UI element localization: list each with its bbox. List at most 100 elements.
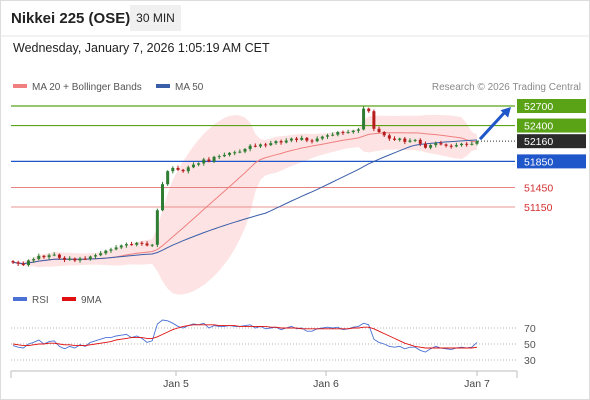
rsi-ma-legend-label: 9MA [81,295,102,306]
candle-body [207,159,211,162]
candle-body [228,152,232,155]
candle-body [47,255,51,258]
candle-body [73,258,77,261]
chart-header: Nikkei 225 (OSE) 30 MIN [0,0,588,36]
candle-body [444,144,448,146]
forecast-arrow-shaft [478,110,507,141]
candle-body [315,138,319,142]
candle-body [264,144,268,146]
candle-body [403,138,407,142]
candle-body [393,138,397,140]
candle-body [300,137,304,140]
candle-body [439,143,443,145]
rsi-legend-swatch [13,297,27,301]
candle-body [181,169,185,172]
candle-body [166,171,170,185]
candle-body [289,138,293,141]
candle-body [26,260,30,265]
candle-body [130,244,134,246]
ma50-legend-swatch [156,84,170,88]
candle-body [88,256,92,260]
candle-body [57,254,61,258]
candle-body [387,135,391,139]
chart-datetime: Wednesday, January 7, 2026 1:05:19 AM CE… [13,41,270,55]
candle-body [186,167,190,172]
candle-body [351,130,355,133]
candle-body [295,138,299,140]
candle-body [176,167,180,170]
candle-body [161,184,165,211]
candle-body [413,139,417,141]
last-price-label-box [517,134,586,149]
candle-body [346,132,350,134]
timeframe-button[interactable]: 30 MIN [130,5,181,31]
candle-body [356,129,360,131]
candle-body [233,152,237,154]
candle-body [145,243,149,246]
bollinger-band-layer [13,114,477,295]
candle-body [429,145,433,148]
candle-body [191,164,195,168]
ma20-legend-label: MA 20 + Bollinger Bands [32,82,142,93]
instrument-title: Nikkei 225 (OSE) [11,10,131,27]
x-tick-label: Jan 6 [313,378,339,390]
resistance-level-label: 52400 [524,121,553,133]
rsi-tick-label: 30 [524,355,536,367]
candle-body [140,242,144,244]
candle-body [408,140,412,142]
ma50-legend-label: MA 50 [175,82,204,93]
rsi-tick-label: 50 [524,339,536,351]
candle-body [217,156,221,158]
candle-body [310,140,314,142]
candle-body [238,151,242,153]
rsi-panel: 70 50 30 [11,319,536,367]
rsi-line [12,319,478,353]
candle-body [114,247,118,250]
forecast-arrow-head [500,107,511,118]
candle-body [21,263,25,265]
candle-body [382,132,386,136]
candle-body [284,140,288,143]
pivot-level-label: 51850 [524,156,553,168]
levels-layer [11,105,517,208]
bollinger-band [13,114,477,295]
rsi-legend-label: RSI [32,295,49,306]
rsi-ma-line [12,324,478,349]
ma20-legend-swatch [13,84,27,88]
candle-body [305,137,309,141]
candle-body [377,128,381,133]
research-credit: Research © 2026 Trading Central [432,82,581,93]
candle-body [253,145,257,147]
candle-body [135,242,139,245]
x-tick-label: Jan 7 [464,378,490,390]
candles-layer [11,106,479,267]
candle-body [423,143,427,148]
candle-body [150,244,154,246]
candle-body [212,156,216,162]
candle-body [367,108,371,112]
candle-body [243,149,247,152]
candle-body [93,255,97,257]
candle-body [269,143,273,146]
candle-body [42,255,46,258]
candle-body [258,144,262,147]
last-price-label: 52160 [524,136,553,148]
candle-body [434,143,438,146]
candle-body [460,143,464,146]
level-labels-layer: 52700 52400 52160 51850 51450 51150 [478,99,586,214]
candle-body [155,210,159,245]
candle-body [449,145,453,147]
candle-body [372,111,376,129]
candle-body [104,250,108,254]
candle-body [454,145,458,147]
candle-body [465,143,469,145]
rsi-tick-label: 70 [524,323,536,335]
resistance-label-box [517,118,586,133]
candle-body [418,139,422,144]
candle-body [63,257,67,260]
candle-body [171,167,175,172]
candle-body [274,141,278,144]
pivot-label-box [517,154,586,169]
rsi-ma-legend-swatch [62,297,76,301]
